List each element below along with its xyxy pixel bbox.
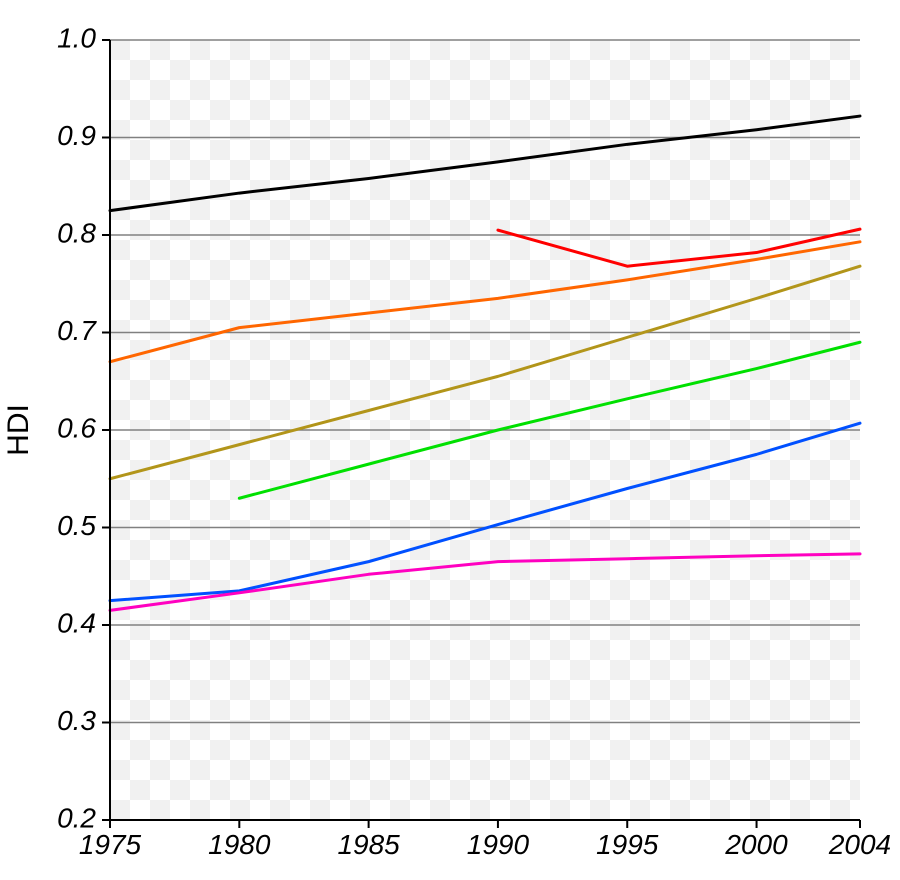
x-tick-label: 1975 [79, 829, 142, 860]
y-tick-label: 0.8 [57, 217, 96, 248]
x-tick-label: 1990 [467, 829, 530, 860]
x-tick-label: 1985 [337, 829, 400, 860]
x-tick-label: 1980 [208, 829, 271, 860]
x-tick-label: 1995 [596, 829, 659, 860]
y-tick-label: 0.9 [57, 120, 96, 151]
y-tick-label: 0.7 [57, 315, 97, 346]
x-tick-label: 2000 [724, 829, 788, 860]
y-tick-label: 0.6 [57, 412, 96, 443]
hdi-line-chart: 0.20.30.40.50.60.70.80.91.01975198019851… [0, 0, 900, 880]
y-tick-label: 0.5 [57, 510, 96, 541]
y-tick-label: 0.4 [57, 607, 96, 638]
y-axis-label: HDI [2, 404, 35, 456]
y-tick-label: 1.0 [57, 22, 96, 53]
y-tick-label: 0.3 [57, 705, 96, 736]
chart-container: 0.20.30.40.50.60.70.80.91.01975198019851… [0, 0, 900, 880]
x-tick-label: 2004 [828, 829, 891, 860]
